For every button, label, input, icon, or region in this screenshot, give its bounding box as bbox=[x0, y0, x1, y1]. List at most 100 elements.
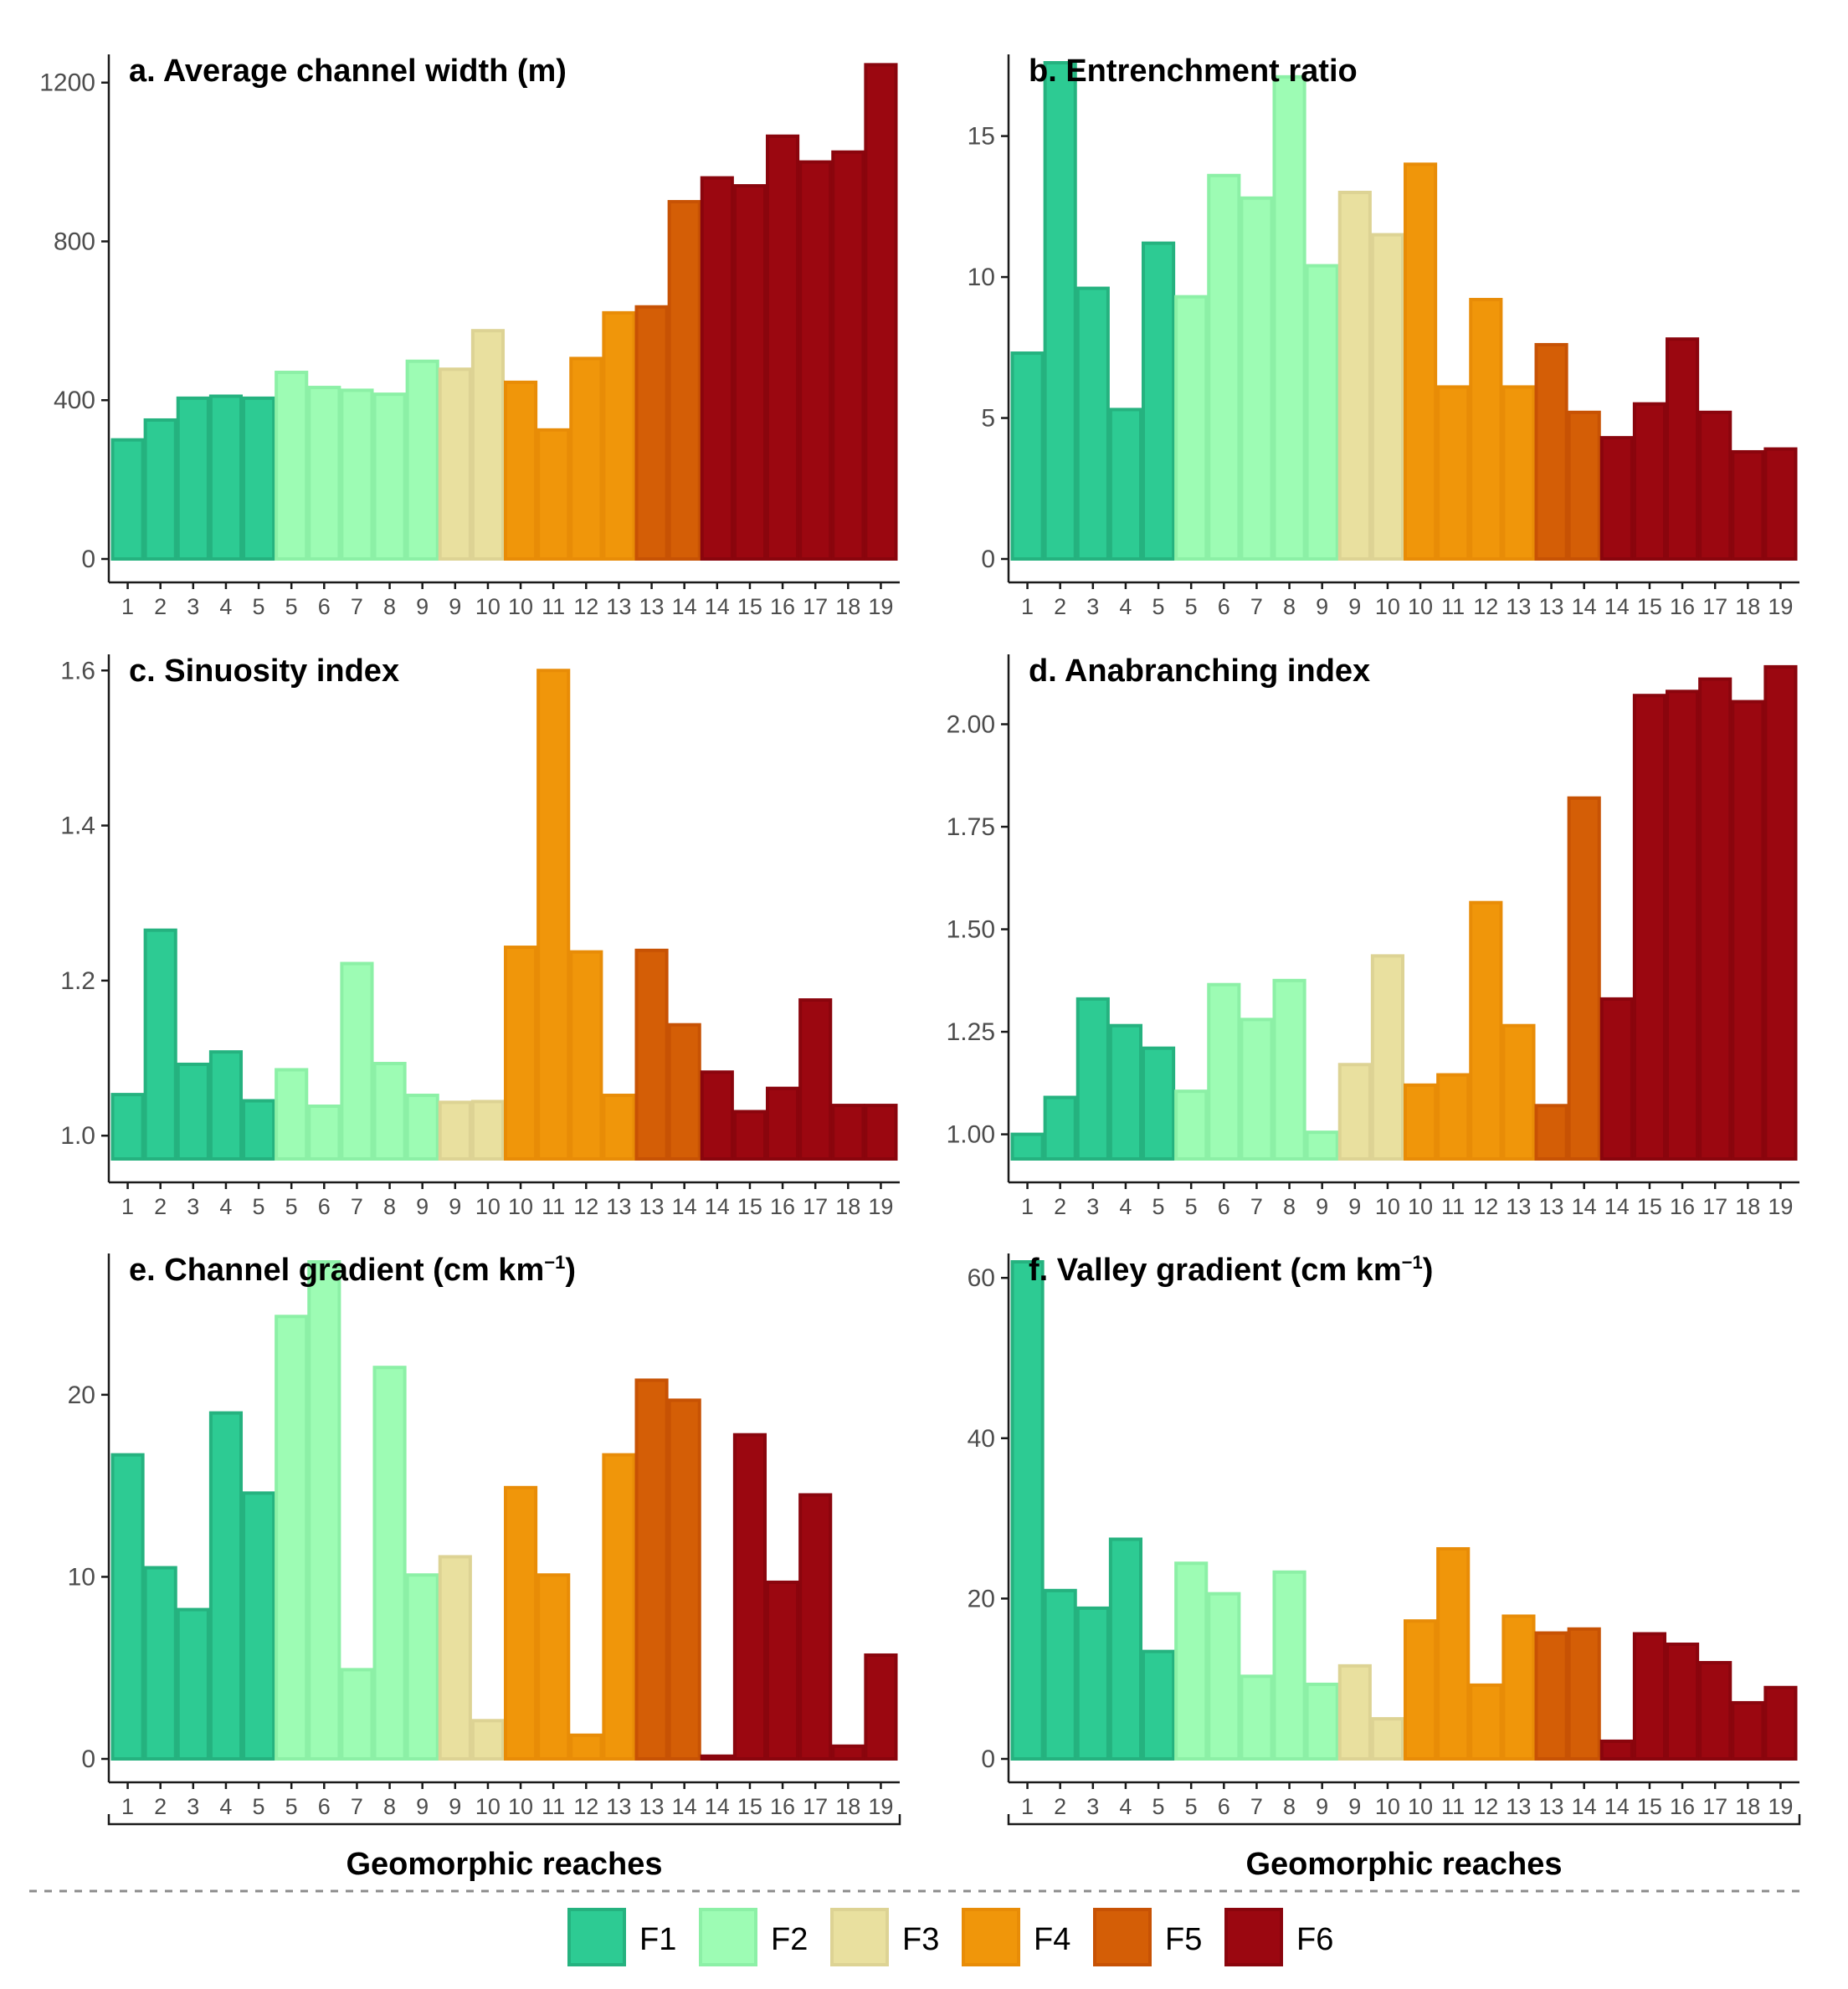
bar-F2-reach-7 bbox=[1240, 196, 1274, 561]
bar-F4-reach-12 bbox=[1469, 1683, 1503, 1761]
x-tick-label: 10 bbox=[1375, 594, 1400, 619]
bar-F2-reach-6 bbox=[1207, 173, 1241, 561]
bar-F6-reach-17 bbox=[1698, 1661, 1732, 1761]
x-tick-label: 5 bbox=[285, 1194, 298, 1219]
bar-F6-reach-17 bbox=[1698, 410, 1732, 561]
y-tick-label: 1.4 bbox=[60, 813, 95, 840]
x-tick-label: 1 bbox=[121, 1794, 134, 1819]
y-tick-label: 1200 bbox=[39, 69, 95, 97]
x-tick-label: 10 bbox=[1375, 1794, 1400, 1819]
bar-F2-reach-6 bbox=[307, 386, 341, 561]
bar-F4-reach-12 bbox=[1469, 298, 1503, 561]
x-tick-label: 17 bbox=[803, 1194, 828, 1219]
x-tick-label: 5 bbox=[253, 1194, 265, 1219]
x-tick-label: 14 bbox=[672, 1794, 697, 1819]
x-tick-label: 6 bbox=[318, 1794, 331, 1819]
x-tick-label: 1 bbox=[1021, 1194, 1034, 1219]
x-tick-label: 9 bbox=[449, 594, 461, 619]
bar-F2-reach-6 bbox=[307, 1104, 341, 1161]
panel-title: d. Anabranching index bbox=[1029, 654, 1370, 689]
bar-F5-reach-14 bbox=[667, 1023, 701, 1161]
x-tick-label: 7 bbox=[1250, 594, 1263, 619]
x-tick-label: 15 bbox=[737, 1194, 762, 1219]
legend-swatch-F4 bbox=[962, 1908, 1020, 1966]
x-tick-label: 13 bbox=[1539, 594, 1564, 619]
x-tick-label: 10 bbox=[475, 1194, 501, 1219]
x-tick-label: 14 bbox=[1572, 594, 1597, 619]
bar-F1-reach-4 bbox=[208, 1050, 244, 1161]
bar-F2-reach-7 bbox=[340, 388, 374, 561]
bar-F4-reach-13 bbox=[1502, 1614, 1536, 1761]
y-tick-label: 0 bbox=[81, 1746, 95, 1773]
bar-F3-reach-10 bbox=[470, 329, 506, 561]
bar-F1-reach-2 bbox=[1043, 61, 1077, 561]
bar-F6-reach-19 bbox=[1763, 447, 1798, 561]
bar-F3-reach-9 bbox=[1337, 190, 1372, 561]
x-tick-label: 6 bbox=[1218, 594, 1230, 619]
panel-d: 1.001.251.501.752.001 2 3 4 5 5 6 7 8 9 9 10 10 11 12 1… bbox=[947, 654, 1799, 1219]
y-tick-label: 2.00 bbox=[947, 711, 995, 739]
x-tick-label: 7 bbox=[1250, 1194, 1263, 1219]
x-tick-label: 13 bbox=[1539, 1194, 1564, 1219]
bar-F6-reach-19 bbox=[864, 1104, 898, 1161]
x-tick-label: 1 bbox=[121, 1194, 134, 1219]
x-tick-label: 5 bbox=[1185, 1194, 1198, 1219]
bar-F5-reach-14 bbox=[667, 1398, 701, 1761]
legend-swatch-F3 bbox=[830, 1908, 889, 1966]
x-tick-label: 5 bbox=[253, 594, 265, 619]
x-tick-label: 4 bbox=[1119, 594, 1132, 619]
x-tick-label: 10 bbox=[1408, 1194, 1433, 1219]
x-tick-label: 13 bbox=[1506, 594, 1531, 619]
x-tick-label: 16 bbox=[770, 1194, 795, 1219]
x-tick-label: 5 bbox=[285, 1794, 298, 1819]
y-tick-label: 10 bbox=[68, 1563, 95, 1591]
bar-F6-reach-17 bbox=[798, 160, 833, 561]
y-tick-label: 1.50 bbox=[947, 916, 995, 944]
y-tick-label: 1.25 bbox=[947, 1018, 995, 1046]
legend-label-F3: F3 bbox=[902, 1922, 939, 1957]
bar-F2-reach-9 bbox=[1305, 264, 1339, 561]
bar-F1-reach-1 bbox=[1010, 1132, 1045, 1161]
bar-F6-reach-15 bbox=[732, 1110, 767, 1161]
bar-F6-reach-15 bbox=[1632, 694, 1667, 1161]
x-tick-label: 10 bbox=[508, 1794, 533, 1819]
x-tick-label: 7 bbox=[351, 1794, 363, 1819]
x-tick-label: 15 bbox=[737, 1794, 762, 1819]
x-tick-label: 3 bbox=[187, 1794, 199, 1819]
x-tick-label: 15 bbox=[1637, 1794, 1662, 1819]
bar-F1-reach-1 bbox=[110, 1453, 145, 1761]
x-tick-label: 3 bbox=[1086, 594, 1099, 619]
x-axis-title: Geomorphic reaches bbox=[1245, 1847, 1562, 1882]
bar-F2-reach-6 bbox=[1207, 982, 1241, 1161]
bar-F4-reach-10 bbox=[504, 1485, 538, 1761]
bar-F5-reach-13 bbox=[1534, 1104, 1568, 1161]
bar-F6-reach-16 bbox=[766, 1086, 800, 1161]
bar-F2-reach-7 bbox=[340, 1668, 374, 1761]
legend-label-F5: F5 bbox=[1165, 1922, 1202, 1957]
x-tick-label: 11 bbox=[1441, 594, 1465, 619]
bar-F2-reach-5 bbox=[1174, 1561, 1209, 1761]
y-tick-label: 20 bbox=[68, 1382, 95, 1409]
bar-F1-reach-1 bbox=[1010, 1260, 1045, 1761]
x-tick-label: 1 bbox=[121, 594, 134, 619]
x-tick-label: 14 bbox=[1604, 1794, 1630, 1819]
x-tick-label: 15 bbox=[1637, 1194, 1662, 1219]
x-tick-label: 19 bbox=[868, 1194, 893, 1219]
bar-F4-reach-10 bbox=[1404, 162, 1438, 561]
bar-F2-reach-8 bbox=[372, 1062, 407, 1161]
x-tick-label: 4 bbox=[1119, 1794, 1132, 1819]
x-tick-label: 14 bbox=[705, 1794, 730, 1819]
x-tick-label: 17 bbox=[1702, 594, 1727, 619]
x-tick-label: 2 bbox=[1054, 594, 1066, 619]
legend: F1 F2 F3 F4 F5 F6 bbox=[567, 1908, 1333, 1966]
bar-F4-reach-10 bbox=[1404, 1083, 1438, 1161]
bar-F2-reach-9 bbox=[1305, 1130, 1339, 1161]
x-tick-label: 3 bbox=[187, 594, 199, 619]
panel-title: a. Average channel width (m) bbox=[129, 54, 567, 89]
bar-F6-reach-14 bbox=[1599, 436, 1634, 561]
bar-F1-reach-3 bbox=[176, 1607, 210, 1761]
y-tick-label: 20 bbox=[968, 1585, 995, 1612]
legend-label-F6: F6 bbox=[1296, 1922, 1333, 1957]
bar-F1-reach-5 bbox=[1142, 1649, 1176, 1761]
